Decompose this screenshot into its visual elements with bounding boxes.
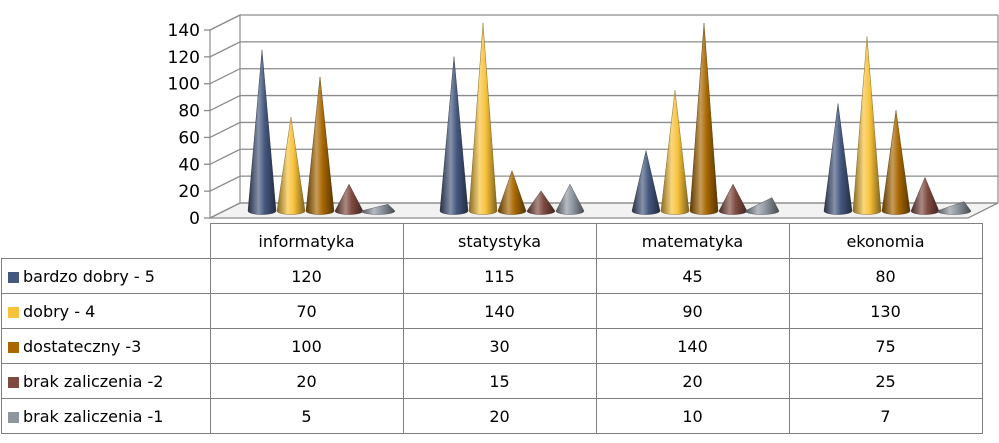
series-name: dobry - 4 [23,301,96,321]
y-tick-label: 20 [178,182,200,202]
data-label: 115 [402,258,597,294]
legend-entry: brak zaliczenia -1 [1,398,211,434]
gridline [209,14,998,31]
cone-mark [718,183,748,215]
data-label: 100 [209,328,404,364]
data-label: 80 [788,258,983,294]
y-tick-label: 40 [178,155,200,175]
legend-swatch [8,306,19,318]
gridline [209,41,998,58]
data-label: 140 [595,328,790,364]
legend-swatch [8,341,19,353]
cone-mark [744,197,780,215]
cone-mark [660,90,690,215]
cone-mark [439,56,469,215]
series-name: bardzo dobry - 5 [23,266,155,286]
category-label: statystyka [402,223,597,259]
gridline [209,121,998,139]
series-name: dostateczny -3 [23,336,142,356]
cone-mark [631,150,661,215]
data-label: 120 [209,258,404,294]
legend-swatch [8,271,19,283]
data-label: 140 [402,293,597,329]
data-label: 20 [595,363,790,399]
category-label: ekonomia [788,223,983,259]
data-label: 15 [402,363,597,399]
gridline [209,68,998,85]
data-label: 90 [595,293,790,329]
data-label: 30 [402,328,597,364]
y-tick-label: 120 [168,48,200,68]
cone-series [247,22,972,215]
series-name: brak zaliczenia -2 [23,371,164,391]
table-row: dostateczny -3 100 30 140 75 [1,328,983,364]
floor-edge [967,202,999,219]
y-tick-label: 100 [168,75,200,95]
cone-mark [823,103,853,215]
data-label: 75 [788,328,983,364]
table-corner [1,223,211,259]
table-row: brak zaliczenia -2 20 15 20 25 [1,363,983,399]
data-table-header: informatyka statystyka matematyka ekonomia [1,223,983,259]
cone-mark [526,190,556,215]
legend-entry: brak zaliczenia -2 [1,363,211,399]
table-row: brak zaliczenia -1 5 20 10 7 [1,398,983,434]
data-label: 10 [595,398,790,434]
cone-mark [305,76,335,215]
legend-swatch [8,376,19,388]
gridline [209,94,998,112]
legend-entry: dobry - 4 [1,293,211,329]
data-label: 70 [209,293,404,329]
cone-mark [910,176,940,215]
side-wall [209,14,241,219]
cone-mark [881,110,911,215]
gridline [209,202,998,219]
cone-mark [689,22,719,215]
cone-mark [247,49,277,215]
cone-mark [468,22,498,215]
cone-mark [852,36,882,215]
data-label: 7 [788,398,983,434]
table-row: bardzo dobry - 5 120 115 45 80 [1,258,983,294]
gridline [209,175,998,192]
table-row: dobry - 4 70 140 90 130 [1,293,983,329]
series-name: brak zaliczenia -1 [23,406,164,426]
data-label: 5 [209,398,404,434]
data-table: informatyka statystyka matematyka ekonomia … [1,223,983,434]
y-tick-label: 0 [189,209,200,225]
data-label: 25 [788,363,983,399]
y-tick-label: 80 [178,102,200,122]
gridlines [204,14,998,219]
cone-mark [555,183,585,215]
y-tick-label: 60 [178,128,200,148]
legend-entry: dostateczny -3 [1,328,211,364]
chart-area: 0 20 40 60 80 100 120 140 [168,14,999,225]
cone-mark [276,116,306,215]
data-label: 20 [402,398,597,434]
cone-mark [936,201,972,215]
category-label: matematyka [595,223,790,259]
cone-mark [497,170,527,215]
legend-entry: bardzo dobry - 5 [1,258,211,294]
cone-mark [360,204,396,215]
data-label: 45 [595,258,790,294]
category-label: informatyka [209,223,404,259]
cone-mark [334,183,364,215]
data-label: 130 [788,293,983,329]
legend-swatch [8,411,19,423]
gridline [209,148,998,165]
data-label: 20 [209,363,404,399]
y-tick-label: 140 [168,21,200,41]
data-table-body: bardzo dobry - 5 120 115 45 80 dobry - 4 70 140… [1,258,983,434]
y-axis-ticks: 0 20 40 60 80 100 120 140 [168,21,200,225]
